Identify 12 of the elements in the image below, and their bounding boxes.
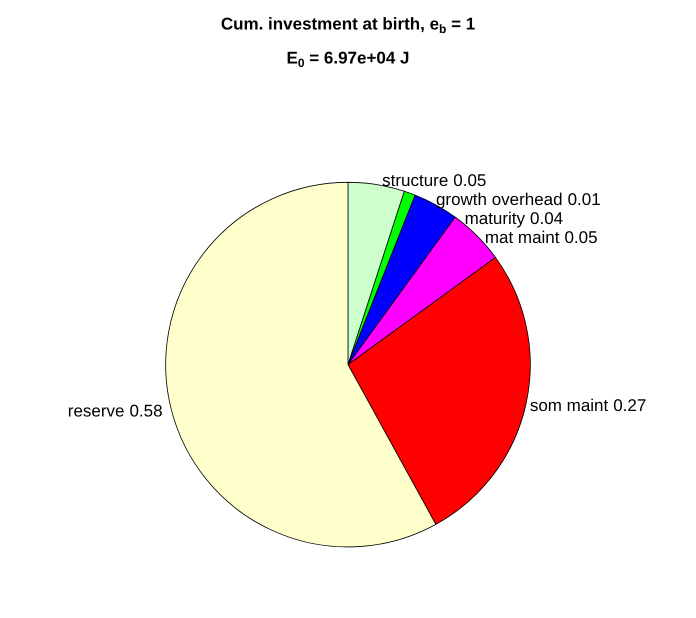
slice-label: maturity [464,209,526,228]
data-label: 0.01 [568,190,601,210]
slice-label: som maint [530,396,609,415]
data-label: 0.05 [564,228,598,248]
slice-label: mat maint [484,228,560,248]
data-label: 0.05 [453,171,486,190]
slice-label: structure [382,171,448,190]
data-label: 0.04 [530,209,564,228]
data-label: 0.27 [613,396,646,415]
data-label: 0.58 [129,401,163,420]
slice-label: growth overhead [436,190,563,210]
slice-label: reserve [68,401,124,420]
